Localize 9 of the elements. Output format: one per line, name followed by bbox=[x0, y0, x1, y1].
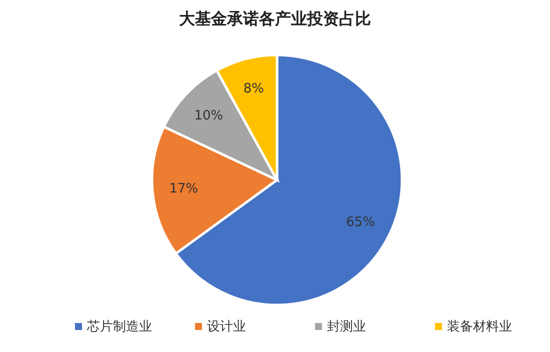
legend-label: 装备材料业 bbox=[447, 320, 512, 334]
legend-label: 封测业 bbox=[327, 320, 366, 334]
data-label: 17% bbox=[169, 181, 198, 196]
data-label: 8% bbox=[243, 82, 264, 97]
data-label: 10% bbox=[194, 108, 224, 124]
chart-title: 大基金承诺各产业投资占比 bbox=[179, 9, 371, 28]
legend-label: 芯片制造业 bbox=[86, 320, 152, 334]
legend-label: 设计业 bbox=[207, 320, 246, 334]
data-label: 65% bbox=[346, 215, 375, 230]
